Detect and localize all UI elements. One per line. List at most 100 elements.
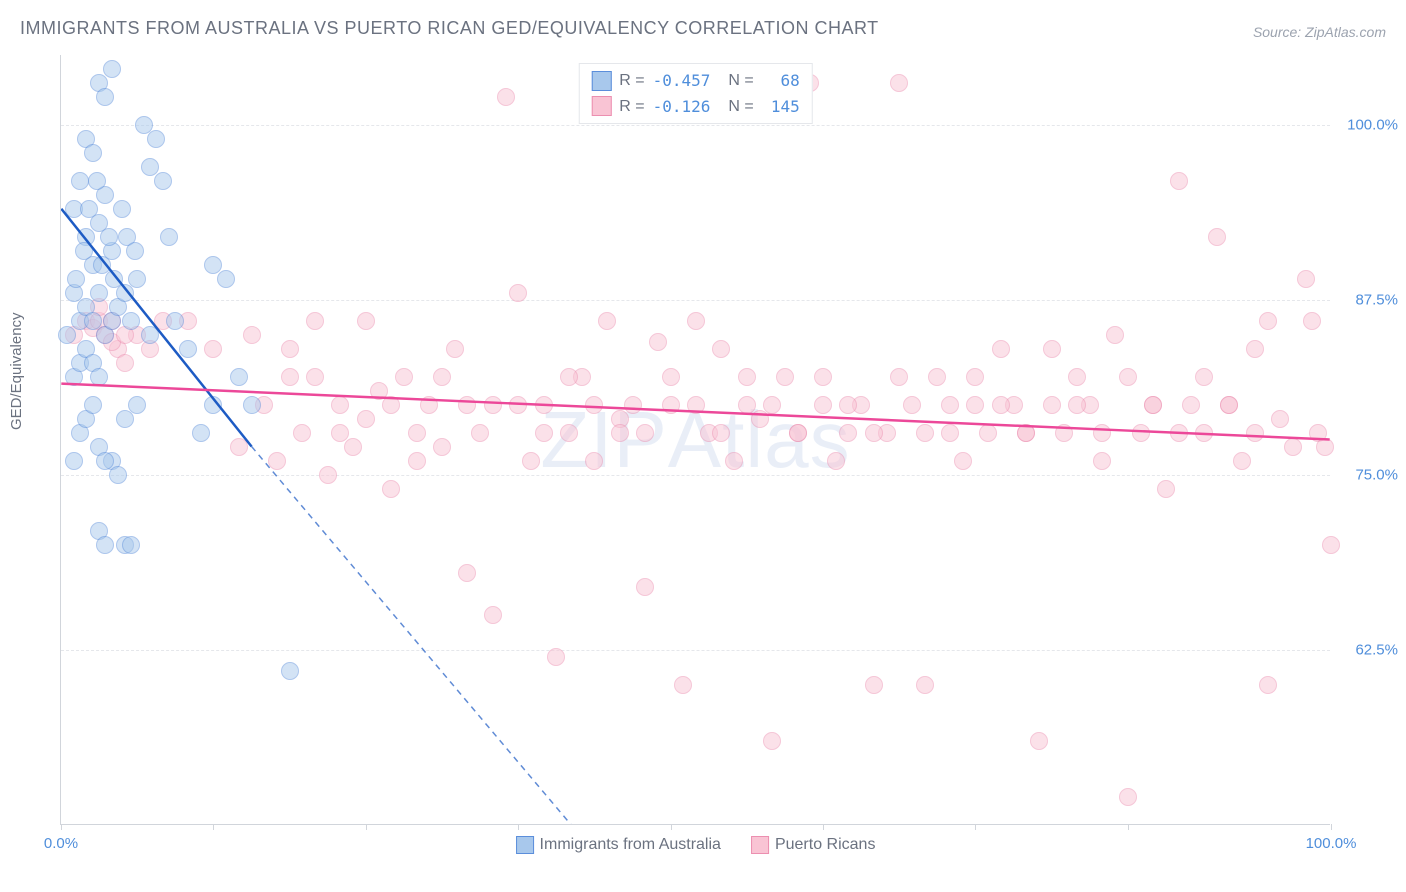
- data-point: [751, 410, 769, 428]
- data-point: [306, 368, 324, 386]
- data-point: [636, 578, 654, 596]
- data-point: [293, 424, 311, 442]
- data-point: [1284, 438, 1302, 456]
- data-point: [992, 396, 1010, 414]
- y-tick-label: 87.5%: [1355, 292, 1398, 309]
- data-point: [1220, 396, 1238, 414]
- data-point: [281, 368, 299, 386]
- data-point: [1182, 396, 1200, 414]
- legend-swatch: [591, 96, 611, 116]
- data-point: [344, 438, 362, 456]
- data-point: [763, 732, 781, 750]
- legend-r-value: -0.126: [653, 94, 711, 120]
- data-point: [1132, 424, 1150, 442]
- data-point: [738, 368, 756, 386]
- data-point: [179, 340, 197, 358]
- data-point: [75, 242, 93, 260]
- data-point: [954, 452, 972, 470]
- data-point: [446, 340, 464, 358]
- x-tick: [975, 824, 976, 830]
- data-point: [154, 172, 172, 190]
- data-point: [1233, 452, 1251, 470]
- data-point: [484, 606, 502, 624]
- data-point: [941, 396, 959, 414]
- data-point: [281, 662, 299, 680]
- data-point: [1119, 368, 1137, 386]
- data-point: [1119, 788, 1137, 806]
- data-point: [839, 396, 857, 414]
- data-point: [243, 396, 261, 414]
- data-point: [509, 284, 527, 302]
- data-point: [471, 424, 489, 442]
- data-point: [408, 452, 426, 470]
- data-point: [458, 396, 476, 414]
- data-point: [100, 228, 118, 246]
- legend-row: R = -0.126 N = 145: [591, 94, 799, 120]
- data-point: [96, 536, 114, 554]
- source-attribution: Source: ZipAtlas.com: [1253, 24, 1386, 40]
- data-point: [611, 424, 629, 442]
- legend-row: R = -0.457 N = 68: [591, 68, 799, 94]
- data-point: [1170, 172, 1188, 190]
- data-point: [65, 452, 83, 470]
- data-point: [122, 536, 140, 554]
- data-point: [147, 130, 165, 148]
- data-point: [113, 200, 131, 218]
- data-point: [1106, 326, 1124, 344]
- x-tick: [366, 824, 367, 830]
- legend-r-label: R =: [619, 68, 644, 94]
- data-point: [1055, 424, 1073, 442]
- data-point: [357, 312, 375, 330]
- legend-n-value: 68: [762, 68, 800, 94]
- data-point: [141, 326, 159, 344]
- data-point: [1017, 424, 1035, 442]
- data-point: [192, 424, 210, 442]
- x-tick-label: 0.0%: [44, 835, 78, 852]
- data-point: [420, 396, 438, 414]
- data-point: [319, 466, 337, 484]
- legend-n-value: 145: [762, 94, 800, 120]
- data-point: [268, 452, 286, 470]
- data-point: [116, 410, 134, 428]
- data-point: [585, 452, 603, 470]
- legend-r-value: -0.457: [653, 68, 711, 94]
- data-point: [827, 452, 845, 470]
- data-point: [1093, 452, 1111, 470]
- legend-series-name: Puerto Ricans: [775, 836, 876, 853]
- data-point: [763, 396, 781, 414]
- data-point: [966, 396, 984, 414]
- legend-series-name: Immigrants from Australia: [540, 836, 721, 853]
- data-point: [814, 368, 832, 386]
- data-point: [1170, 424, 1188, 442]
- data-point: [1093, 424, 1111, 442]
- gridline: [61, 650, 1330, 651]
- y-axis-label: GED/Equivalency: [8, 312, 25, 430]
- data-point: [547, 648, 565, 666]
- data-point: [1043, 396, 1061, 414]
- data-point: [1246, 424, 1264, 442]
- data-point: [1303, 312, 1321, 330]
- data-point: [382, 396, 400, 414]
- data-point: [1195, 424, 1213, 442]
- legend-n-label: N =: [728, 94, 753, 120]
- gridline: [61, 300, 1330, 301]
- chart-title: IMMIGRANTS FROM AUSTRALIA VS PUERTO RICA…: [20, 18, 879, 39]
- x-tick-label: 100.0%: [1306, 835, 1357, 852]
- data-point: [331, 424, 349, 442]
- x-tick: [1331, 824, 1332, 830]
- gridline: [61, 125, 1330, 126]
- data-point: [712, 340, 730, 358]
- data-point: [941, 424, 959, 442]
- data-point: [67, 270, 85, 288]
- y-tick-label: 75.0%: [1355, 467, 1398, 484]
- data-point: [979, 424, 997, 442]
- legend-swatch: [751, 836, 769, 854]
- data-point: [865, 424, 883, 442]
- x-tick: [61, 824, 62, 830]
- chart-plot-area: ZIPAtlas R = -0.457 N = 68 R = -0.126 N …: [60, 55, 1330, 825]
- legend-r-label: R =: [619, 94, 644, 120]
- data-point: [160, 228, 178, 246]
- data-point: [776, 368, 794, 386]
- data-point: [687, 312, 705, 330]
- data-point: [624, 396, 642, 414]
